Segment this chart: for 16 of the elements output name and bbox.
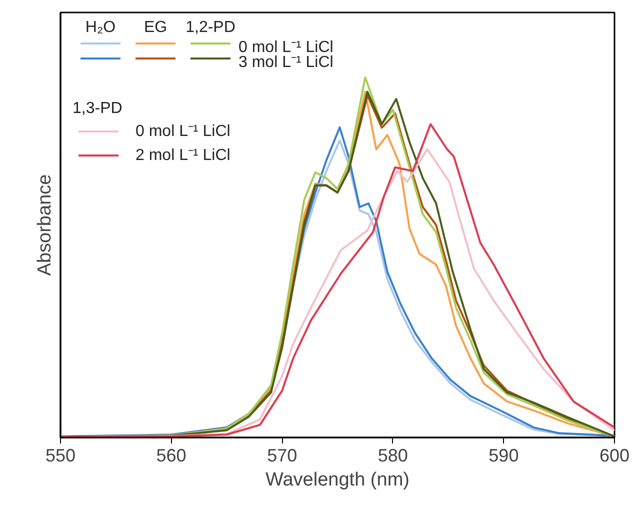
text: 1,2-PD bbox=[186, 19, 236, 36]
x-tick-label: 590 bbox=[488, 446, 519, 466]
annotation: 2 mol L⁻¹ LiCl bbox=[136, 147, 230, 164]
x-tick-label: 600 bbox=[599, 446, 630, 466]
y-axis-title: Absorbance bbox=[34, 174, 56, 276]
annotation: 0 mol L⁻¹ LiCl bbox=[136, 123, 230, 140]
x-tick-label: 570 bbox=[267, 446, 298, 466]
x-tick-label: 550 bbox=[45, 446, 76, 466]
annotation: 1,3-PD bbox=[72, 100, 122, 117]
text: H₂O bbox=[85, 19, 116, 36]
x-tick-label: 580 bbox=[378, 446, 408, 466]
text: 0 mol L⁻¹ LiCl bbox=[238, 39, 334, 56]
text: EG bbox=[144, 19, 168, 36]
x-axis-title: Wavelength (nm) bbox=[266, 470, 410, 490]
x-tick-label: 560 bbox=[156, 446, 186, 466]
text: 3 mol L⁻¹ LiCl bbox=[238, 54, 334, 71]
